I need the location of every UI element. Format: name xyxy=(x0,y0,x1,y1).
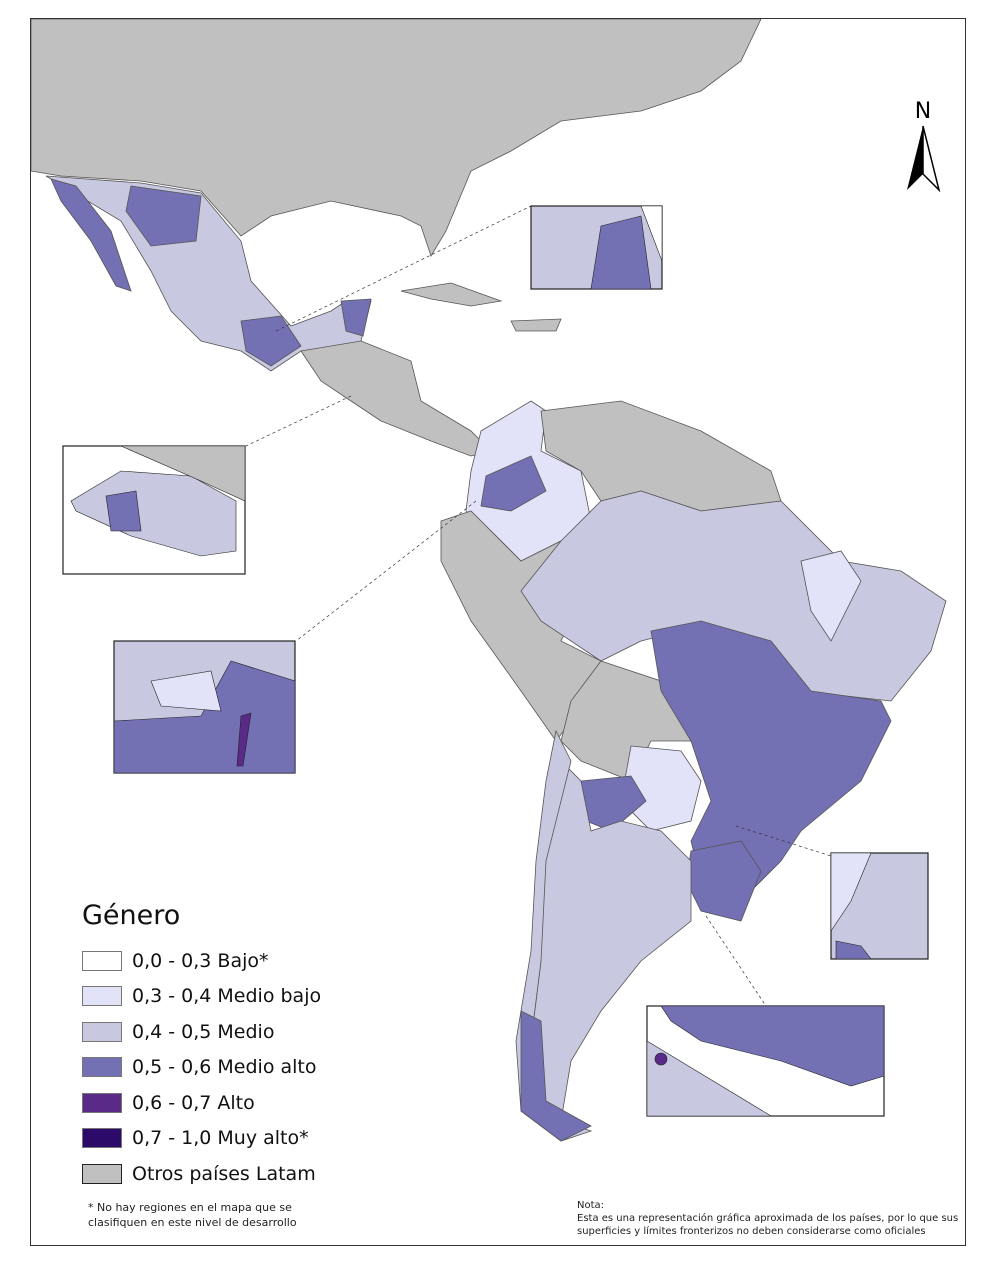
inset-leader-lines xyxy=(245,205,832,1007)
note-title: Nota: xyxy=(577,1200,605,1211)
north-arrow-icon xyxy=(907,125,941,192)
legend-swatch xyxy=(82,1128,122,1149)
north-arrow: N xyxy=(903,99,943,192)
caribbean xyxy=(400,282,562,332)
brazil-central xyxy=(650,620,892,902)
inset-mexico xyxy=(530,205,663,290)
legend-label: 0,4 - 0,5 Medio xyxy=(132,1020,275,1043)
legend-label: 0,0 - 0,3 Bajo* xyxy=(132,949,269,972)
legend-label: 0,7 - 1,0 Muy alto* xyxy=(132,1127,309,1150)
north-america xyxy=(31,19,762,257)
insets xyxy=(62,205,929,1117)
mexico-south xyxy=(240,315,302,367)
legend-title: Género xyxy=(82,900,181,931)
map-canvas xyxy=(31,19,947,1142)
legend-swatch xyxy=(82,950,122,971)
note-text: Esta es una representación gráfica aprox… xyxy=(577,1213,959,1237)
colombia-center xyxy=(480,455,547,512)
legend-item: 0,7 - 1,0 Muy alto* xyxy=(82,1121,321,1157)
mexico-north xyxy=(125,185,202,247)
legend-swatch xyxy=(82,1057,122,1078)
legend-swatch xyxy=(82,1021,122,1042)
legend-label: 0,3 - 0,4 Medio bajo xyxy=(132,985,322,1008)
legend-swatch xyxy=(82,1163,122,1184)
mexico xyxy=(45,175,372,372)
legend-item: 0,3 - 0,4 Medio bajo xyxy=(82,979,321,1015)
legend-item: 0,6 - 0,7 Alto xyxy=(82,1085,321,1121)
inset-uruguay xyxy=(646,1005,885,1117)
legend-swatch xyxy=(82,986,122,1007)
map-frame: N xyxy=(30,18,966,1246)
legend-swatch xyxy=(82,1092,122,1113)
patagonia-chile xyxy=(520,1010,592,1142)
legend-label: 0,5 - 0,6 Medio alto xyxy=(132,1056,317,1079)
argentina-northwest xyxy=(580,775,647,832)
legend-item: 0,5 - 0,6 Medio alto xyxy=(82,1050,321,1086)
north-label: N xyxy=(914,99,932,124)
legend-label: Otros países Latam xyxy=(132,1162,316,1185)
legend-label: 0,6 - 0,7 Alto xyxy=(132,1091,255,1114)
inset-colombia xyxy=(113,640,296,774)
brazil-northeast xyxy=(800,550,862,642)
central-america xyxy=(300,340,492,457)
inset-brazil-south xyxy=(830,852,929,960)
yucatan xyxy=(340,298,372,337)
legend-item: Otros países Latam xyxy=(82,1156,321,1192)
brazil-north xyxy=(520,490,947,702)
inset-el-salvador xyxy=(62,445,246,575)
legend-item: 0,4 - 0,5 Medio xyxy=(82,1014,321,1050)
legend: Género 0,0 - 0,3 Bajo* 0,3 - 0,4 Medio b… xyxy=(82,900,321,1192)
note: Nota: Esta es una representación gráfica… xyxy=(577,1199,962,1238)
baja-california xyxy=(50,178,132,292)
legend-footnote: * No hay regiones en el mapa que se clas… xyxy=(88,1201,297,1229)
legend-item: 0,0 - 0,3 Bajo* xyxy=(82,943,321,979)
